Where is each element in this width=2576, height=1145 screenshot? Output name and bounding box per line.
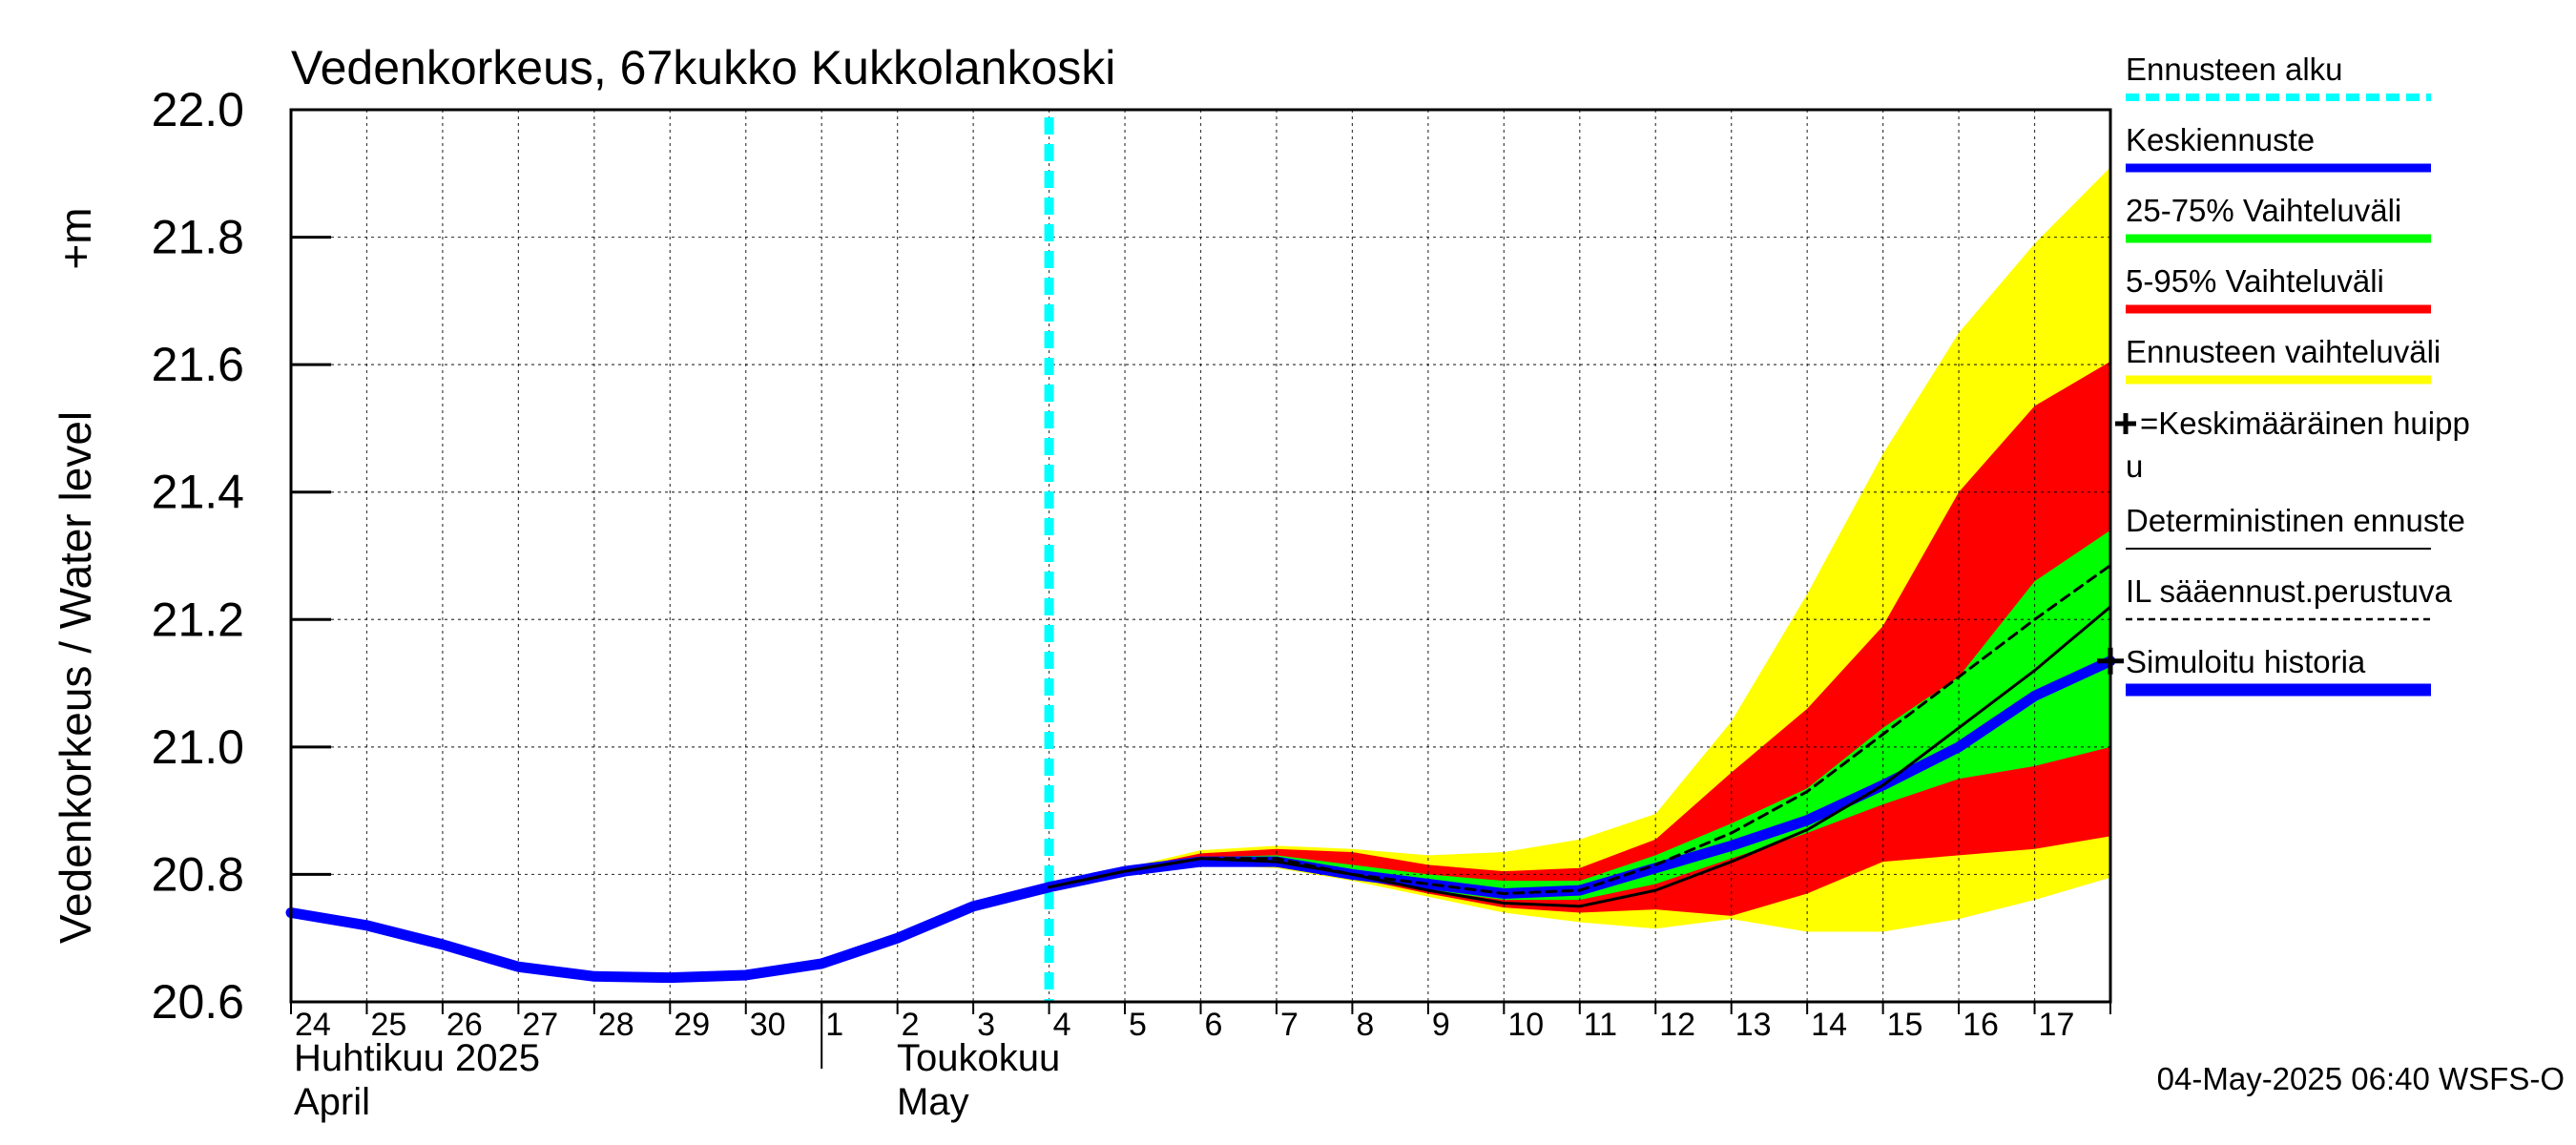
timestamp: 04-May-2025 06:40 WSFS-O — [2157, 1061, 2565, 1096]
x-tick-label: 29 — [674, 1007, 710, 1043]
y-tick-label: 21.4 — [152, 466, 244, 519]
x-tick-label: 25 — [370, 1007, 406, 1043]
legend-keskiennuste-label: Keskiennuste — [2126, 122, 2315, 157]
x-tick-label: 14 — [1811, 1007, 1847, 1043]
x-tick-label: 11 — [1584, 1007, 1617, 1043]
y-tick-label: 21.6 — [152, 338, 244, 391]
x-tick-label: 8 — [1356, 1007, 1374, 1043]
x-tick-label: 9 — [1432, 1007, 1450, 1043]
legend: Ennusteen alku Keskiennuste 25-75% Vaihtel… — [2115, 52, 2470, 697]
x-tick-label: 13 — [1735, 1007, 1772, 1043]
legend-simuloitu-historia-label: Simuloitu historia — [2126, 644, 2366, 679]
x-tick-label: 3 — [977, 1007, 995, 1043]
y-tick-label: 21.8 — [152, 211, 244, 264]
y-tick-label: 21.2 — [152, 593, 244, 646]
x-tick-label: 1 — [825, 1007, 843, 1043]
x-tick-label: 7 — [1280, 1007, 1298, 1043]
legend-ennusteen-alku-label: Ennusteen alku — [2126, 52, 2343, 87]
legend-5-95-vaihteluvali-label: 5-95% Vaihteluväli — [2126, 263, 2384, 299]
y-axis-label: Vedenkorkeus / Water level — [51, 411, 100, 944]
month-label-may-fi: Toukokuu — [897, 1037, 1060, 1079]
legend-25-75-vaihteluvali-label: 25-75% Vaihteluväli — [2126, 193, 2401, 228]
y-tick-labels: 20.6 20.8 21.0 21.2 21.4 21.6 21.8 22.0 — [152, 83, 244, 1029]
y-tick-label: 21.0 — [152, 720, 244, 774]
x-tick-label: 12 — [1659, 1007, 1695, 1043]
grid — [291, 110, 2110, 1002]
x-tick-label: 26 — [447, 1007, 483, 1043]
month-label-april-en: April — [294, 1081, 370, 1123]
x-tick-label: 4 — [1053, 1007, 1071, 1043]
forecast-bands — [1049, 167, 2110, 932]
x-tick-label: 6 — [1205, 1007, 1223, 1043]
x-tick-labels: 24 25 26 27 28 29 30 1 2 3 4 5 6 7 8 9 10 11 12 13 14 15 16 17 — [295, 1007, 2074, 1043]
x-tick-label: 10 — [1507, 1007, 1544, 1043]
y-axis-unit: +m — [51, 207, 100, 269]
x-tick-label: 2 — [902, 1007, 920, 1043]
x-tick-label: 15 — [1887, 1007, 1923, 1043]
series-simuloitu-historia — [285, 882, 1055, 984]
x-tick-label: 17 — [2039, 1007, 2075, 1043]
x-tick-label: 27 — [522, 1007, 558, 1043]
series-lines — [285, 117, 2124, 1002]
y-tick-label: 22.0 — [152, 83, 244, 136]
legend-keskimaarainen-huipp: =Keskimääräinen huipp — [2140, 406, 2470, 441]
x-tick-label: 30 — [750, 1007, 786, 1043]
legend-deterministinen-ennuste-label: Deterministinen ennuste — [2126, 503, 2465, 538]
legend-ennusteen-vaihteluvali-label: Ennusteen vaihteluväli — [2126, 334, 2441, 369]
chart-title: Vedenkorkeus, 67kukko Kukkolankoski — [291, 41, 1115, 94]
y-tick-label: 20.8 — [152, 847, 244, 901]
series-il-saaennust-perustuva — [1048, 564, 2112, 895]
y-tick-label: 20.6 — [152, 975, 244, 1029]
x-tick-label: 16 — [1963, 1007, 1999, 1043]
month-label-april-fi: Huhtikuu 2025 — [294, 1037, 540, 1079]
x-tick-label: 28 — [598, 1007, 634, 1043]
month-label-may-en: May — [897, 1081, 969, 1123]
x-tick-label: 5 — [1129, 1007, 1147, 1043]
legend-il-saaennust-perustuva-label: IL sääennust.perustuva — [2126, 573, 2452, 609]
axes — [289, 108, 2112, 1069]
x-tick-label: 24 — [295, 1007, 331, 1043]
legend-plus-icon — [2115, 413, 2136, 434]
legend-keskimaarainen-huipp-cont: u — [2126, 448, 2143, 484]
